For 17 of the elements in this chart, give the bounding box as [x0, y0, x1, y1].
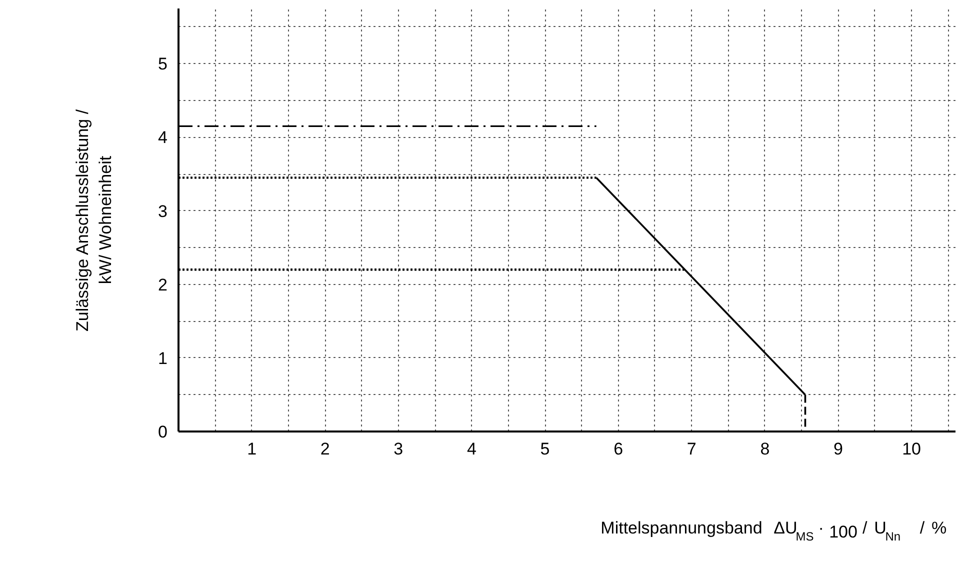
- x-tick-label: 2: [320, 440, 330, 458]
- y-tick-label: 0: [158, 422, 168, 442]
- x-tick-label: 7: [686, 440, 696, 458]
- y-axis-title: Zulässige Anschlussleistung / kW/ Wohneinheit: [73, 109, 116, 332]
- y-tick-label: 1: [158, 348, 168, 368]
- x-tick-label: 1: [247, 440, 257, 458]
- x-tick-label: 8: [760, 440, 770, 458]
- x-tick-label: 6: [614, 440, 624, 458]
- x-tick-label: 5: [540, 440, 550, 458]
- x-tick-label: 10: [902, 440, 921, 458]
- y-tick-label: 4: [158, 128, 168, 148]
- y-tick-label: 3: [158, 202, 168, 221]
- y-tick-label: 5: [158, 54, 168, 74]
- y-tick-label: 2: [158, 275, 168, 294]
- x-tick-label: 9: [833, 440, 843, 458]
- x-tick-label: 4: [466, 440, 476, 458]
- x-tick-label: 3: [394, 440, 404, 458]
